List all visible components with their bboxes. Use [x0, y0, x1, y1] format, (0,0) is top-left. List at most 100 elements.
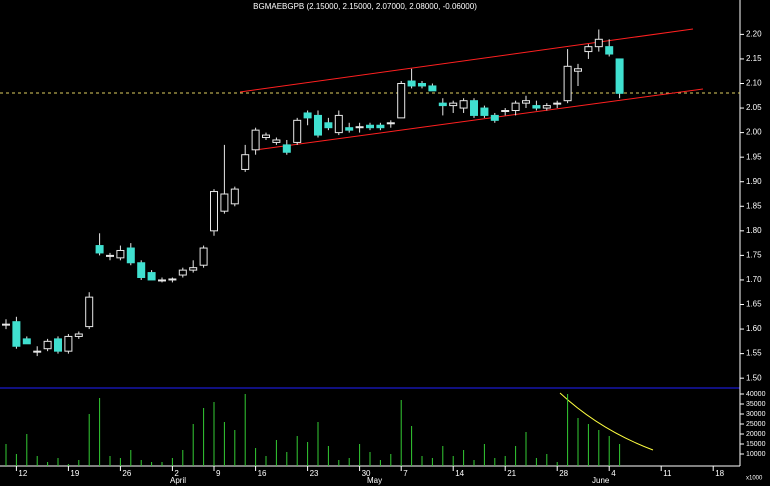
candle-body	[262, 134, 270, 139]
candle-body	[230, 188, 239, 205]
candle-body	[210, 191, 218, 232]
candle-body	[355, 126, 364, 129]
candle-body	[490, 114, 499, 121]
y-tick-label: 1.95	[746, 152, 762, 161]
x-tick-label: 11	[663, 469, 672, 478]
candle-body	[282, 144, 291, 153]
y-tick-label: 10000	[746, 451, 766, 458]
candle-body	[574, 68, 582, 72]
candle-body	[22, 338, 31, 345]
candle-body	[584, 46, 593, 53]
trend-line-upper	[239, 28, 694, 93]
candle-body	[251, 129, 260, 151]
candle-body	[126, 247, 135, 264]
y-tick-label: 2.05	[746, 103, 762, 112]
candle-body	[324, 122, 333, 129]
candle-body	[303, 112, 312, 119]
candle-body	[449, 102, 458, 107]
candle-body	[376, 124, 385, 129]
candle-body	[220, 193, 229, 212]
candle-body	[147, 272, 156, 281]
candle-body	[241, 154, 250, 170]
candle-body	[428, 85, 437, 92]
candle-body	[158, 279, 166, 282]
candle-body	[605, 46, 614, 55]
candle-body	[2, 323, 10, 326]
candle-body	[397, 82, 406, 119]
x-tick-label: 9	[216, 469, 221, 478]
y-tick-label: 25000	[746, 421, 766, 428]
volume-curve	[559, 392, 654, 451]
candle-body	[522, 100, 530, 104]
candle-body	[314, 114, 322, 136]
candle-body	[563, 65, 572, 102]
candle-body	[594, 38, 603, 48]
y-tick-label: 1.70	[746, 275, 762, 284]
candle-body	[95, 245, 104, 254]
month-label: June	[592, 476, 610, 485]
candle-body	[116, 249, 125, 259]
candle-body	[511, 102, 520, 112]
candle-body	[615, 58, 624, 94]
candle-body	[407, 80, 416, 87]
candle-body	[43, 340, 52, 350]
candle-body	[199, 247, 208, 266]
y-tick-label: 1.60	[746, 324, 762, 333]
volume-unit: x1000	[746, 476, 763, 482]
candle-body	[64, 335, 73, 352]
candle-body	[85, 296, 94, 328]
y-tick-label: 1.80	[746, 226, 762, 235]
x-tick-label: 7	[403, 469, 408, 478]
x-tick-label: 21	[507, 469, 516, 478]
y-tick-label: 2.20	[746, 29, 762, 38]
candle-body	[178, 269, 187, 276]
candle-body	[553, 102, 562, 105]
y-tick-label: 1.75	[746, 251, 762, 260]
y-tick-label: 1.65	[746, 300, 762, 309]
candle-body	[293, 119, 302, 143]
x-tick-label: 18	[715, 469, 724, 478]
y-tick-label: 15000	[746, 441, 766, 448]
y-tick-label: 1.55	[746, 349, 762, 358]
y-tick-label: 35000	[746, 401, 766, 408]
month-label: May	[367, 476, 382, 485]
candle-body	[168, 278, 177, 281]
x-tick-label: 14	[455, 469, 464, 478]
candle-body	[418, 82, 426, 87]
candle-body	[137, 262, 146, 278]
y-tick-label: 40000	[746, 391, 766, 398]
x-tick-label: 30	[362, 469, 371, 478]
x-tick-label: 26	[122, 469, 131, 478]
candle-body	[470, 100, 478, 116]
candle-body	[480, 107, 489, 116]
candle-body	[366, 124, 374, 129]
y-tick-label: 1.85	[746, 201, 762, 210]
candle-body	[74, 333, 83, 337]
candle-body	[54, 338, 62, 352]
x-tick-label: 28	[559, 469, 568, 478]
x-tick-label: 4	[611, 469, 616, 478]
x-tick-label: 12	[18, 469, 27, 478]
y-tick-label: 2.10	[746, 79, 762, 88]
y-tick-label: 2.15	[746, 54, 762, 63]
candle-body	[438, 102, 447, 107]
candle-body	[272, 139, 281, 143]
x-tick-label: 16	[258, 469, 267, 478]
candle-body	[189, 267, 198, 271]
y-tick-label: 30000	[746, 411, 766, 418]
candle-body	[542, 105, 551, 109]
chart-title: BGMAEBGPB (2.15000, 2.15000, 2.07000, 2.…	[253, 2, 477, 11]
candle-body	[106, 254, 114, 257]
candle-body	[459, 100, 468, 109]
candle-body	[33, 350, 42, 353]
y-tick-label: 20000	[746, 431, 766, 438]
candle-body	[501, 110, 510, 113]
y-tick-label: 1.90	[746, 177, 762, 186]
x-tick-label: 19	[70, 469, 79, 478]
candle-body	[386, 122, 395, 125]
candle-body	[345, 127, 354, 131]
y-tick-label: 1.50	[746, 373, 762, 382]
candle-body	[334, 114, 343, 134]
